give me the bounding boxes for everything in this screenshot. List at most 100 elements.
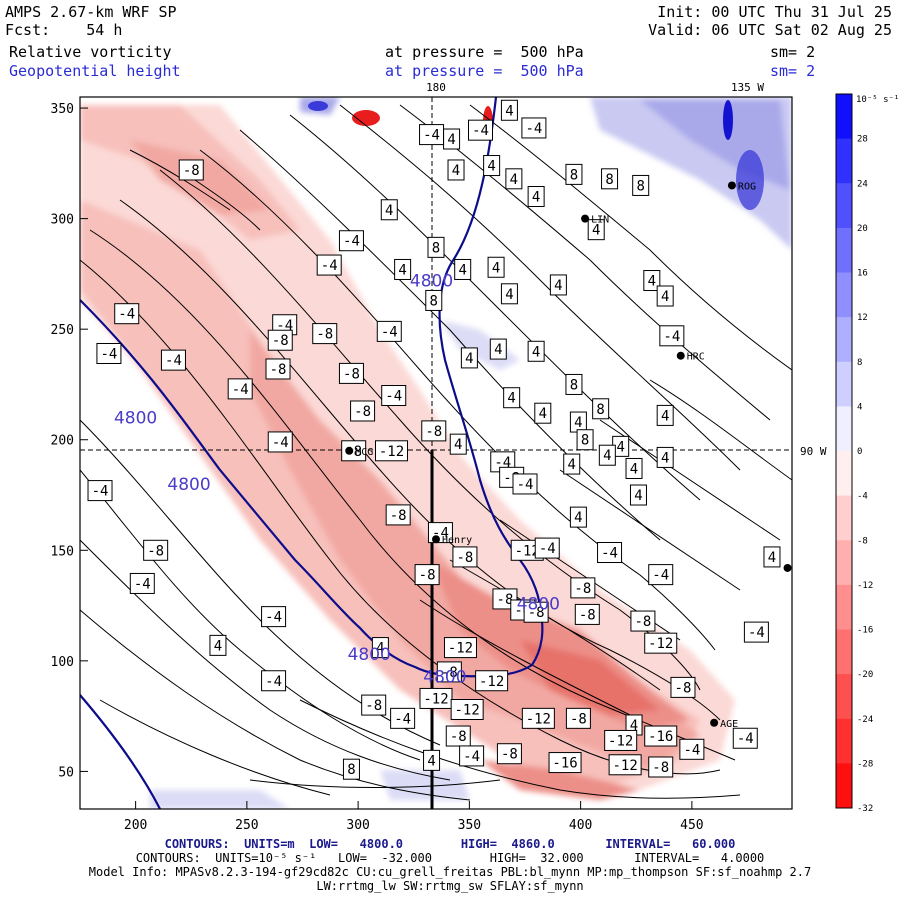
vorticity-contour-label: 4 xyxy=(454,437,462,453)
height-contour-label: 4800 xyxy=(517,594,560,614)
contour-label-box xyxy=(394,258,412,280)
x-tick-label: 200 xyxy=(124,818,147,833)
vorticity-contour-label: 8 xyxy=(596,402,604,418)
colorbar-segment xyxy=(836,317,852,363)
contour-label-box xyxy=(565,163,583,185)
vorticity-contour-label: -12 xyxy=(455,702,480,718)
vorticity-contour-label: 8 xyxy=(581,433,589,449)
vorticity-contour-label: -12 xyxy=(423,691,448,707)
contour-label-box xyxy=(423,749,441,771)
contour-label-box xyxy=(632,174,650,196)
vorticity-contour-label: 4 xyxy=(447,132,455,148)
y-tick-label: 100 xyxy=(51,655,74,670)
contour-label-box xyxy=(87,480,113,502)
contour-label-box xyxy=(96,342,122,364)
station-marker xyxy=(581,214,590,223)
colorbar-tick-label: -4 xyxy=(857,492,868,502)
vorticity-contour-label: -4 xyxy=(652,568,669,584)
contour-label-box xyxy=(592,398,610,420)
station-marker xyxy=(345,446,354,455)
colorbar-segment xyxy=(836,718,852,764)
contour-label-box xyxy=(380,199,398,221)
vorticity-contour-label: -8 xyxy=(450,729,467,745)
vorticity-contour-label: -8 xyxy=(634,614,651,630)
vorticity-contour-label: 4 xyxy=(661,289,669,305)
colorbar-segment xyxy=(836,138,852,184)
colorbar-segment xyxy=(836,540,852,586)
contour-label-box xyxy=(447,159,465,181)
colorbar-segment xyxy=(836,272,852,318)
contour-label-box xyxy=(342,758,360,780)
contour-label-box xyxy=(436,661,462,683)
contour-label-box xyxy=(475,670,509,692)
contour-label-box xyxy=(381,385,407,407)
colorbar-tick-label: -20 xyxy=(857,670,873,680)
vorticity-contour-label: -4 xyxy=(517,477,534,493)
y-tick-label: 150 xyxy=(51,544,74,559)
vorticity-contour-label: 4 xyxy=(630,461,638,477)
contours-height-info: CONTOURS: UNITS=m LOW= 4800.0 HIGH= 4860… xyxy=(164,837,736,851)
colorbar-tick-label: -28 xyxy=(857,759,873,769)
vorticity-contour-label: -16 xyxy=(552,756,577,772)
contour-label-box xyxy=(656,404,674,426)
vorticity-contour-label: -4 xyxy=(683,742,700,758)
vorticity-contour-label: 4 xyxy=(648,274,656,290)
contours-vorticity-info: CONTOURS: UNITS=10⁻⁵ s⁻¹ LOW= -32.000 HI… xyxy=(135,851,765,865)
y-tick-label: 250 xyxy=(51,323,74,338)
contour-label-box xyxy=(427,236,445,258)
contour-label-box xyxy=(656,446,674,468)
contour-label-box xyxy=(460,347,478,369)
field1-smoothing: sm= 2 xyxy=(770,43,816,61)
colorbar-tick-label: 8 xyxy=(857,358,862,368)
vorticity-contour-label: -4 xyxy=(265,610,282,626)
vorticity-contour-label: -4 xyxy=(165,353,182,369)
vorticity-contour-label: 4 xyxy=(768,550,776,566)
vorticity-contour-label: -12 xyxy=(379,444,404,460)
vorticity-contour-label: 4 xyxy=(505,103,513,119)
contour-label-box xyxy=(160,349,186,371)
vorticity-contour-label: -8 xyxy=(528,605,545,621)
colorbar-tick-label: -24 xyxy=(857,715,873,725)
contour-label-box xyxy=(445,725,471,747)
contour-label-box xyxy=(549,274,567,296)
field2-name: Geopotential height xyxy=(9,62,181,80)
field2-pressure: at pressure = 500 hPa xyxy=(385,62,584,80)
vorticity-contour-label: 4 xyxy=(661,408,669,424)
vorticity-contour-label: 4 xyxy=(507,391,515,407)
vorticity-contour-label: -8 xyxy=(570,711,587,727)
colorbar-segment xyxy=(836,451,852,497)
contour-label-box xyxy=(630,610,656,632)
contour-label-box xyxy=(534,537,560,559)
contour-label-box xyxy=(487,256,505,278)
station-label: Henry xyxy=(442,535,472,546)
contour-label-box xyxy=(375,440,408,462)
init-time: Init: 00 UTC Thu 31 Jul 25 xyxy=(657,3,892,21)
vorticity-contour-label: -4 xyxy=(463,749,480,765)
contour-label-box xyxy=(338,230,364,252)
contour-label-box xyxy=(587,219,605,241)
contour-label-box xyxy=(452,546,478,568)
contour-label-box xyxy=(449,433,467,455)
vorticity-contour-label: -12 xyxy=(608,733,633,749)
vorticity-minimum-blob xyxy=(308,101,328,111)
colorbar-segment xyxy=(836,629,852,675)
vorticity-contour-label: -12 xyxy=(648,636,673,652)
station-label: ROG xyxy=(738,181,756,192)
colorbar-tick-label: -32 xyxy=(857,804,873,814)
vorticity-contour-label: 8 xyxy=(570,377,578,393)
contour-label-box xyxy=(512,473,538,495)
vorticity-contour-label: -8 xyxy=(652,760,669,776)
meridian-label: 135 W xyxy=(731,81,764,94)
contour-label-box xyxy=(570,577,596,599)
contour-label-box xyxy=(643,270,661,292)
colorbar-tick-label: -12 xyxy=(857,581,873,591)
vorticity-contour-label: 4 xyxy=(452,163,460,179)
contour-label-box xyxy=(267,329,293,351)
vorticity-contour-label: 8 xyxy=(570,167,578,183)
contour-label-box xyxy=(732,727,758,749)
colorbar-tick-label: -8 xyxy=(857,536,868,546)
contour-label-box xyxy=(500,99,518,121)
y-tick-label: 350 xyxy=(51,102,74,117)
vorticity-contour-label: 8 xyxy=(432,240,440,256)
